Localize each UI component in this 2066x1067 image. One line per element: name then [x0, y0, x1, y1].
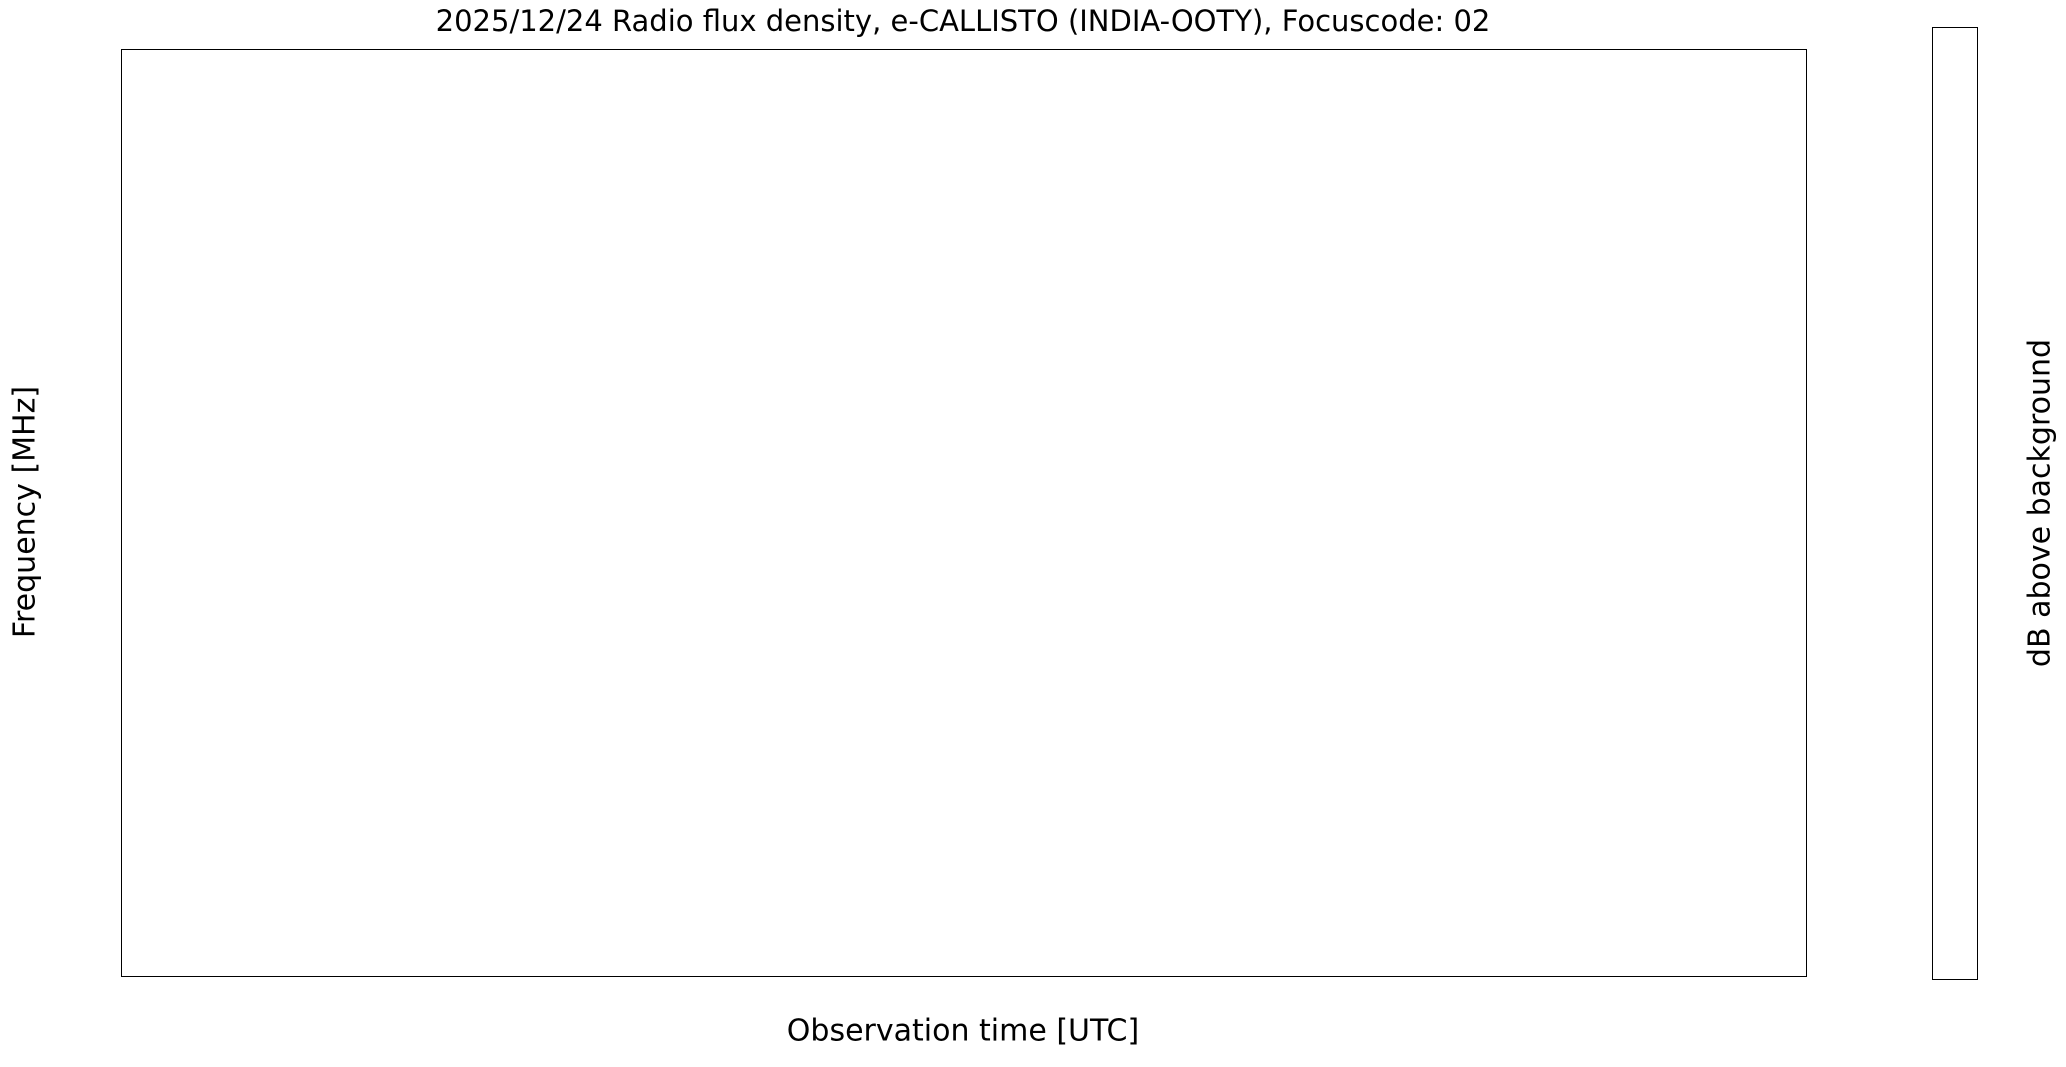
colorbar-label: dB above background — [2022, 338, 2058, 668]
y-axis-label: Frequency [MHz] — [7, 385, 43, 639]
x-axis-label: Observation time [UTC] — [786, 1013, 1140, 1049]
colorbar-canvas — [1933, 28, 1976, 978]
spectrogram-canvas — [122, 50, 1805, 975]
page-title: 2025/12/24 Radio flux density, e-CALLIST… — [435, 4, 1491, 38]
